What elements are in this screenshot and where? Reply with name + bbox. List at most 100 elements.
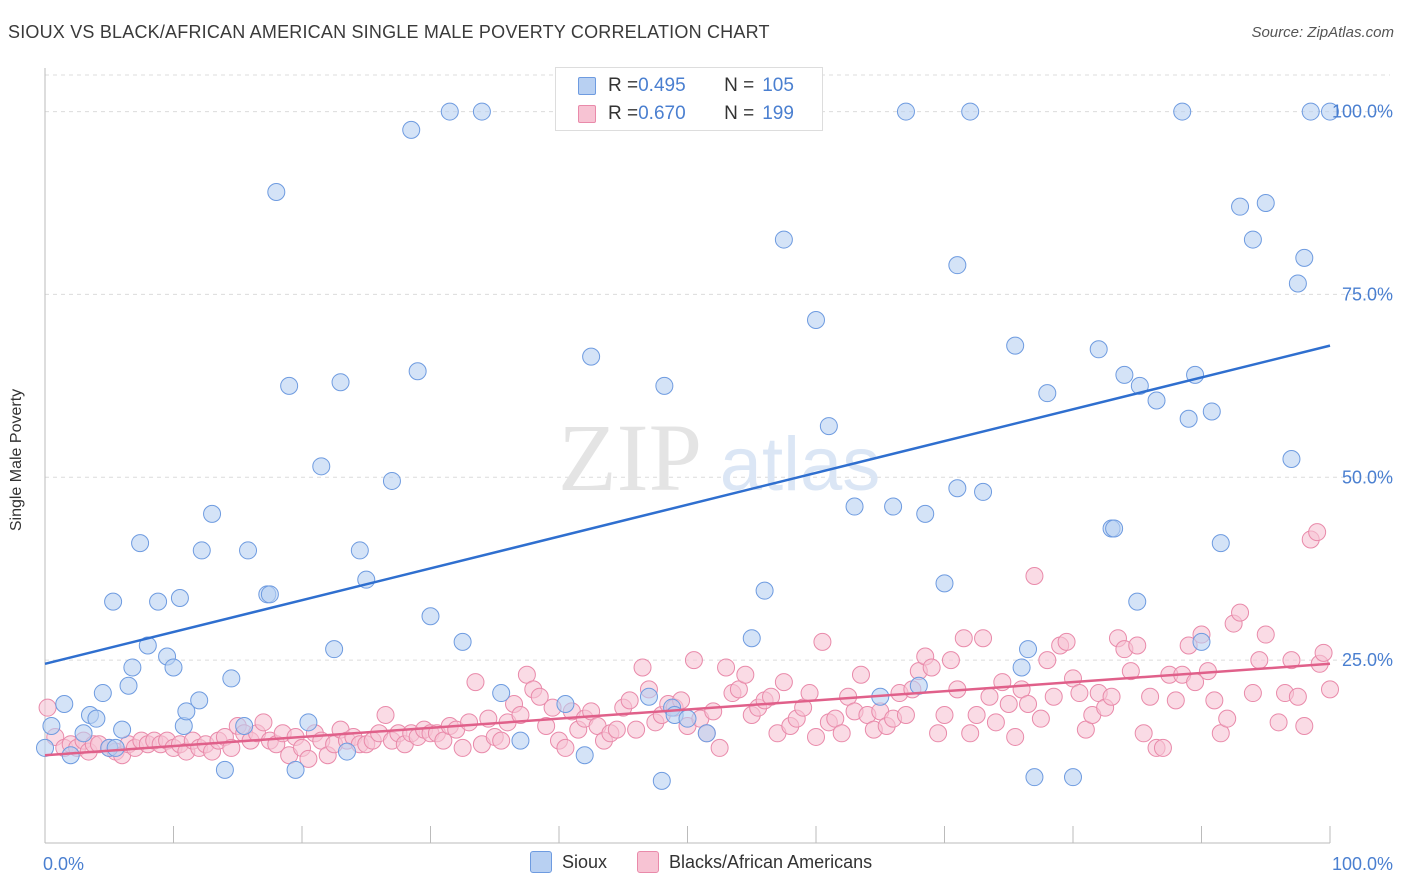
legend-item-sioux: Sioux (530, 851, 607, 873)
sioux-point (55, 695, 74, 714)
chart-title: SIOUX VS BLACK/AFRICAN AMERICAN SINGLE M… (8, 22, 770, 42)
sioux-point (1019, 640, 1038, 659)
black-point (1102, 687, 1121, 706)
sioux-point (1179, 409, 1198, 428)
sioux-point (222, 669, 241, 688)
sioux-point (440, 102, 459, 121)
sioux-point (331, 373, 350, 392)
sioux-point (639, 687, 658, 706)
sioux-point (472, 102, 491, 121)
black-point (935, 706, 954, 724)
sioux-point (1130, 376, 1149, 395)
black-legend-swatch (637, 851, 660, 873)
sioux-point (1202, 402, 1221, 421)
sioux-point (655, 376, 674, 395)
sioux-point (177, 702, 196, 721)
black-point (376, 706, 395, 724)
sioux-point (1038, 384, 1057, 403)
black-point (1031, 709, 1050, 728)
black-point (774, 673, 793, 692)
sioux-point (93, 684, 112, 703)
sioux-point (113, 720, 132, 739)
black-point (954, 629, 973, 648)
sioux-point (239, 541, 258, 560)
sioux-point (350, 541, 369, 560)
black-point (1006, 727, 1025, 746)
sioux-point (106, 738, 125, 757)
black-point (1218, 709, 1237, 728)
watermark-zip: ZIP (558, 404, 702, 511)
sioux-point (286, 760, 305, 779)
black-point (530, 687, 549, 706)
sioux-point (192, 541, 211, 560)
grid-lines (45, 74, 1390, 661)
legend-row-sioux: R = 0.495 N = 105 (578, 74, 794, 98)
black-point (710, 738, 729, 757)
sioux-point (123, 658, 142, 677)
sioux-point (1012, 658, 1031, 677)
sioux-point (74, 724, 93, 743)
legend-r-label: R = (608, 75, 639, 96)
sioux-point (974, 482, 993, 501)
sioux-point (678, 709, 697, 728)
sioux-point (556, 695, 575, 714)
black-series-points (38, 523, 1339, 768)
sioux-point (299, 713, 318, 732)
legend-n-value: 199 (762, 103, 794, 124)
black-point (38, 698, 57, 717)
sioux-trend-line (44, 344, 1331, 666)
black-point (1314, 643, 1333, 662)
sioux-point (492, 684, 511, 703)
sioux-point (267, 183, 286, 202)
sioux-point (1105, 519, 1124, 538)
black-point (1256, 625, 1275, 644)
black-trend-line (44, 662, 1331, 757)
sioux-point (235, 716, 254, 735)
black-point (961, 724, 980, 743)
sioux-point (61, 746, 80, 765)
sioux-point (511, 731, 530, 750)
black-point (1128, 636, 1147, 655)
black-point (1321, 680, 1339, 699)
black-point (460, 713, 479, 732)
black-point (492, 731, 511, 750)
sioux-point (421, 607, 440, 626)
sioux-point (884, 497, 903, 516)
black-point (1295, 716, 1314, 735)
legend-n-value: 105 (762, 75, 794, 96)
sioux-point (382, 471, 401, 490)
black-point (1070, 684, 1089, 703)
sioux-point (896, 102, 915, 121)
legend-n-label: N = (724, 75, 755, 96)
black-point (1141, 687, 1160, 706)
tick-labels: 25.0% 50.0% 75.0% 100.0% 0.0% 100.0% (43, 102, 1393, 874)
black-point (851, 665, 870, 684)
black-point (1134, 724, 1153, 743)
sioux-point (1173, 102, 1192, 121)
sioux-point (742, 629, 761, 648)
black-point (1121, 662, 1140, 681)
sioux-point (1288, 274, 1307, 293)
black-point (1282, 651, 1301, 670)
black-point (627, 720, 646, 739)
black-point (941, 651, 960, 670)
black-point (1231, 603, 1250, 622)
black-point (929, 724, 948, 743)
black-point (1205, 691, 1224, 710)
sioux-point (948, 256, 967, 275)
sioux-point (1301, 102, 1320, 121)
stats-legend: R = 0.495 N = 105 R = 0.670 N = 199 (555, 67, 823, 131)
black-point (1308, 523, 1327, 542)
black-point (453, 738, 472, 757)
black-point (254, 713, 273, 732)
black-point (832, 724, 851, 743)
sioux-point (453, 632, 472, 651)
sioux-point (961, 102, 980, 121)
sioux-point (1128, 592, 1147, 611)
sioux-point (337, 742, 356, 761)
black-point (556, 738, 575, 757)
black-point (896, 706, 915, 724)
sioux-point (935, 574, 954, 593)
sioux-point (774, 230, 793, 249)
